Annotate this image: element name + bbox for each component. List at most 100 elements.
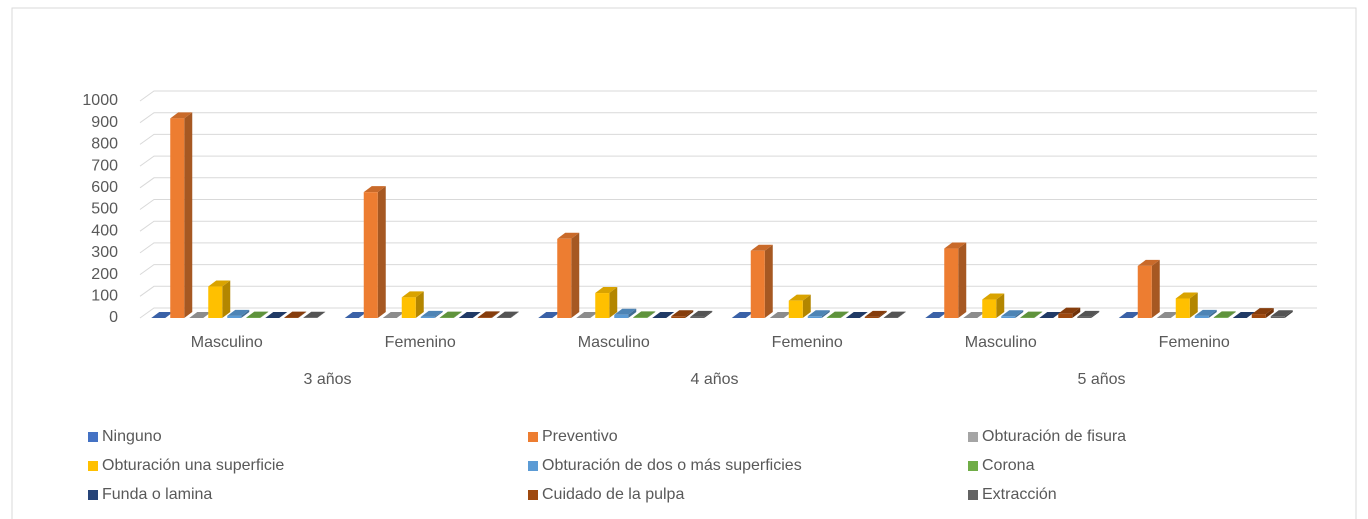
bar-top <box>1251 308 1274 315</box>
bar <box>1175 292 1198 318</box>
bar <box>826 311 849 318</box>
bar-front <box>982 299 997 318</box>
bar-top <box>557 232 580 239</box>
bar-top <box>1194 309 1217 316</box>
x-group-label: 5 años <box>1077 371 1125 388</box>
grid-line <box>139 133 1317 145</box>
bar-top <box>1270 310 1293 317</box>
bar-top <box>595 287 618 294</box>
bar <box>963 312 986 318</box>
bar <box>1058 307 1081 318</box>
bar-side <box>802 294 811 318</box>
bar-front <box>170 118 185 318</box>
bar <box>633 311 656 318</box>
bar-top <box>382 312 405 318</box>
legend-label: Cuidado de la pulpa <box>542 486 684 503</box>
legend-label: Extracción <box>982 486 1057 503</box>
bar-top <box>671 310 694 317</box>
bar-top <box>1175 292 1198 299</box>
bar-top <box>944 242 967 249</box>
bar-top <box>826 311 849 318</box>
legend-label: Funda o lamina <box>102 486 212 503</box>
bar <box>1232 312 1255 318</box>
bar <box>246 311 269 318</box>
bar <box>477 311 500 318</box>
bar-front <box>1213 317 1228 318</box>
bar <box>1020 311 1043 318</box>
bar-front <box>477 317 492 318</box>
bar-front <box>595 293 610 318</box>
bar-front <box>788 300 803 318</box>
bar <box>303 311 326 318</box>
bar-side <box>1189 292 1198 318</box>
bar-side <box>1208 309 1217 318</box>
bar-top <box>633 311 656 318</box>
bar-front <box>944 248 959 318</box>
bar-front <box>1058 313 1073 318</box>
bar-side <box>628 308 637 318</box>
bar-top <box>963 312 986 318</box>
bar <box>344 312 367 318</box>
bar <box>1213 311 1236 318</box>
bar-top <box>1058 307 1081 314</box>
legend-label: Obturación de dos o más superficies <box>542 457 802 474</box>
grid-line <box>139 307 1317 319</box>
bar-side <box>317 311 326 318</box>
bar-front <box>1270 316 1285 318</box>
bar-front <box>1175 298 1190 318</box>
bar-top <box>883 311 906 318</box>
bar-side <box>184 112 193 318</box>
bar <box>439 311 462 318</box>
bar-top <box>265 312 288 318</box>
legend-label: Obturación de fisura <box>982 428 1126 445</box>
bar-side <box>1072 307 1081 318</box>
y-tick-label: 200 <box>91 266 118 283</box>
bar-side <box>260 311 269 318</box>
bar-top <box>807 310 830 317</box>
bar-side <box>491 311 500 318</box>
bar-top <box>652 312 675 318</box>
bar-front <box>633 317 648 318</box>
bar <box>731 312 754 318</box>
bar-side <box>415 291 424 318</box>
bar <box>420 310 443 318</box>
bar-front <box>557 238 572 318</box>
bar <box>208 280 231 318</box>
x-tick-label: Masculino <box>191 334 263 351</box>
bar <box>652 312 675 318</box>
grid-line <box>139 242 1317 254</box>
x-tick-label: Masculino <box>965 334 1037 351</box>
bar-top <box>982 293 1005 300</box>
bar-top <box>284 311 307 318</box>
grid-line <box>139 155 1317 167</box>
bar <box>982 293 1005 318</box>
bar <box>576 312 599 318</box>
bar-top <box>731 312 754 318</box>
bar <box>458 312 481 318</box>
bar-front <box>614 314 629 318</box>
bar <box>750 244 773 318</box>
bar-top <box>1039 312 1062 318</box>
bar-side <box>222 280 231 318</box>
bar-side <box>996 293 1005 318</box>
bar-front <box>1251 314 1266 318</box>
legend-swatch <box>528 461 538 471</box>
bar-front <box>1194 315 1209 318</box>
legend-swatch <box>968 432 978 442</box>
y-tick-label: 100 <box>91 288 118 305</box>
grid-line <box>139 285 1317 297</box>
bar <box>925 312 948 318</box>
bar-top <box>170 112 193 119</box>
y-tick-label: 300 <box>91 244 118 261</box>
bar-side <box>241 309 250 318</box>
bar-side <box>764 244 773 318</box>
x-group-label: 4 años <box>690 371 738 388</box>
legend-swatch <box>88 461 98 471</box>
bar-top <box>227 309 250 316</box>
y-tick-label: 800 <box>91 136 118 153</box>
bar-side <box>571 232 580 318</box>
bar-top <box>363 186 386 193</box>
x-tick-label: Femenino <box>1159 334 1230 351</box>
bar-front <box>807 316 822 318</box>
